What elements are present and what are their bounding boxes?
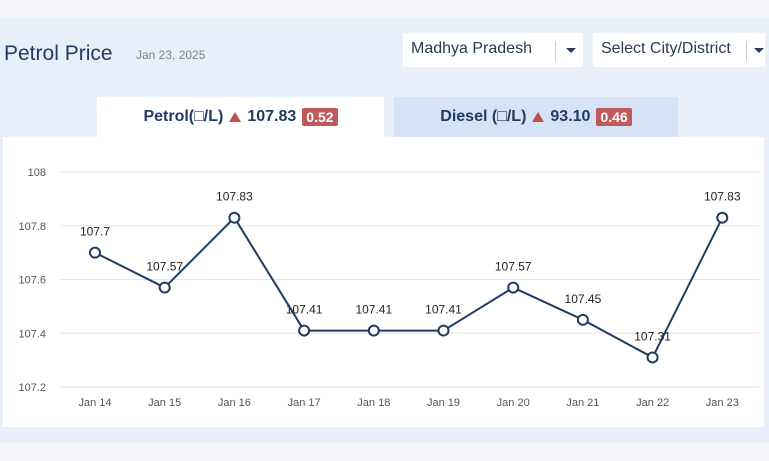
data-point [576, 313, 589, 326]
y-tick-label: 107.2 [18, 382, 46, 394]
diesel-change-badge: 0.46 [596, 108, 632, 126]
data-label: 107.41 [286, 303, 323, 317]
price-date: Jan 23, 2025 [136, 48, 206, 62]
data-point [298, 324, 311, 337]
y-tick-label: 107.4 [18, 328, 46, 340]
page-title: Petrol Price [4, 42, 113, 65]
price-up-arrow-icon [532, 112, 545, 122]
city-select-value: Select City/District [601, 40, 731, 57]
chevron-down-icon[interactable] [754, 48, 764, 53]
data-point [716, 211, 729, 224]
x-tick-label: Jan 14 [78, 397, 111, 409]
petrol-change-badge: 0.52 [302, 108, 338, 126]
data-point [158, 281, 171, 294]
data-label: 107.41 [355, 303, 392, 317]
x-tick-label: Jan 21 [566, 397, 599, 409]
tab-diesel-label: Diesel (□/L) [440, 108, 527, 125]
data-point [437, 324, 450, 337]
data-label: 107.57 [495, 260, 532, 274]
tab-petrol-price: 107.83 [247, 108, 297, 125]
y-tick-label: 108 [28, 167, 46, 179]
series-line-petrol [94, 216, 724, 359]
price-line-chart: 107.2 107.4 107.6 107.8 108 Jan 14 Jan 15 Jan 1… [18, 167, 761, 409]
tab-diesel[interactable]: Diesel (□/L) 93.10 0.46 [394, 97, 678, 137]
state-select[interactable]: Madhya Pradesh [403, 33, 583, 67]
city-select[interactable]: Select City/District [593, 33, 765, 67]
x-tick-label: Jan 20 [497, 397, 530, 409]
data-point [89, 246, 101, 259]
price-up-arrow-icon [229, 112, 242, 122]
chevron-down-icon[interactable] [566, 48, 576, 53]
data-label: 107.83 [216, 190, 253, 204]
x-tick-label: Jan 17 [288, 397, 321, 409]
data-label: 107.57 [146, 260, 183, 274]
state-select-value: Madhya Pradesh [411, 40, 532, 57]
data-point [646, 351, 659, 364]
data-point [507, 281, 520, 294]
tab-diesel-price: 93.10 [550, 108, 591, 125]
chart-panel: 107.2 107.4 107.6 107.8 108 Jan 14 Jan 15 Jan 1… [3, 137, 764, 427]
tab-petrol[interactable]: Petrol(□/L) 107.83 0.52 [97, 97, 384, 137]
data-label: 107.7 [80, 225, 110, 239]
x-tick-label: Jan 22 [636, 397, 669, 409]
data-label: 107.41 [425, 303, 462, 317]
tab-petrol-label: Petrol(□/L) [143, 108, 224, 125]
x-tick-label: Jan 18 [357, 397, 390, 409]
y-tick-label: 107.8 [18, 221, 46, 233]
data-point [367, 324, 380, 337]
data-label: 107.31 [634, 329, 671, 343]
y-tick-label: 107.6 [18, 275, 46, 287]
data-label: 107.83 [704, 190, 741, 204]
x-tick-label: Jan 16 [218, 397, 251, 409]
city-select-divider [746, 41, 747, 61]
data-label: 107.45 [565, 292, 602, 306]
x-tick-label: Jan 15 [148, 397, 181, 409]
x-tick-label: Jan 23 [706, 397, 739, 409]
data-point [228, 211, 241, 224]
state-select-divider [555, 41, 556, 61]
x-tick-label: Jan 19 [427, 397, 460, 409]
